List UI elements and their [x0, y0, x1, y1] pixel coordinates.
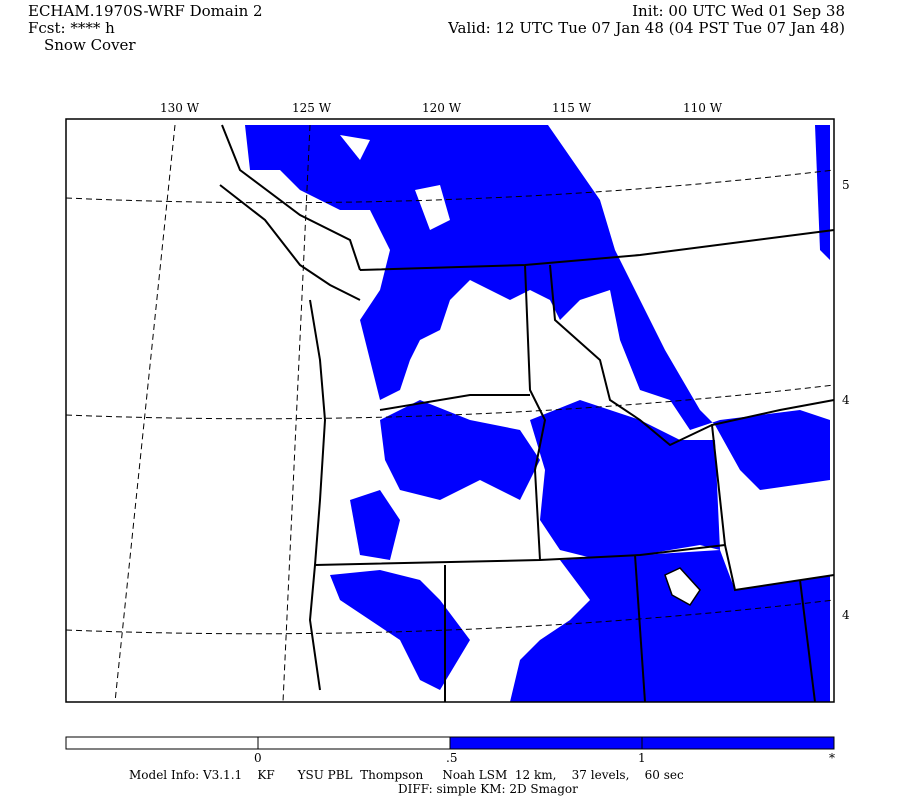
- snow-cover-field: [245, 125, 830, 702]
- forecast-hour: Fcst: **** h: [28, 19, 115, 37]
- lon-label-110w: 110 W: [683, 101, 723, 115]
- field-name: Snow Cover: [44, 36, 136, 54]
- init-time: Init: 00 UTC Wed 01 Sep 38: [632, 2, 845, 20]
- model-title: ECHAM.1970S-WRF Domain 2: [28, 2, 263, 20]
- colorbar-label-1: 1: [638, 751, 646, 765]
- colorbar-label-0: 0: [254, 751, 262, 765]
- lat-label-1: 5: [842, 178, 850, 192]
- colorbar-label-half: .5: [446, 751, 458, 765]
- lon-label-130w: 130 W: [160, 101, 200, 115]
- colorbar-label-max: *: [829, 751, 835, 765]
- lake-and-holes: [340, 135, 700, 605]
- lat-label-2: 4: [842, 393, 850, 407]
- valid-time: Valid: 12 UTC Tue 07 Jan 48 (04 PST Tue …: [448, 19, 845, 37]
- lon-label-120w: 120 W: [422, 101, 462, 115]
- state-and-coast-boundaries: [219, 124, 835, 703]
- lat-label-3: 4: [842, 608, 850, 622]
- lon-label-115w: 115 W: [552, 101, 592, 115]
- lon-label-125w: 125 W: [292, 101, 332, 115]
- map-frame: [65, 118, 835, 703]
- graticule: [65, 124, 835, 703]
- diffusion-info: DIFF: simple KM: 2D Smagor: [398, 782, 578, 796]
- model-info: Model Info: V3.1.1 KF YSU PBL Thompson N…: [129, 768, 684, 782]
- colorbar: [65, 736, 835, 750]
